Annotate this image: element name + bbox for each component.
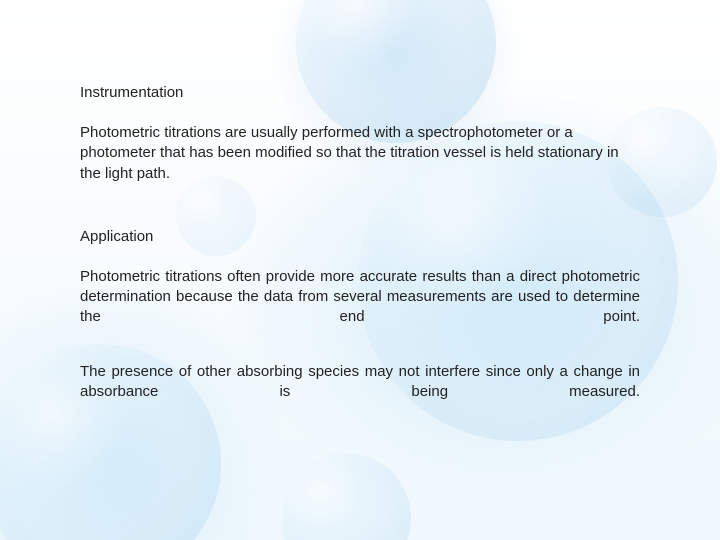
- heading-application: Application: [80, 228, 640, 245]
- body-instrumentation: Photometric titrations are usually perfo…: [80, 123, 640, 184]
- body-application-2: The presence of other absorbing species …: [80, 362, 640, 403]
- heading-instrumentation: Instrumentation: [80, 84, 640, 101]
- slide-content: Instrumentation Photometric titrations a…: [0, 0, 720, 402]
- body-application-1: Photometric titrations often provide mor…: [80, 267, 640, 328]
